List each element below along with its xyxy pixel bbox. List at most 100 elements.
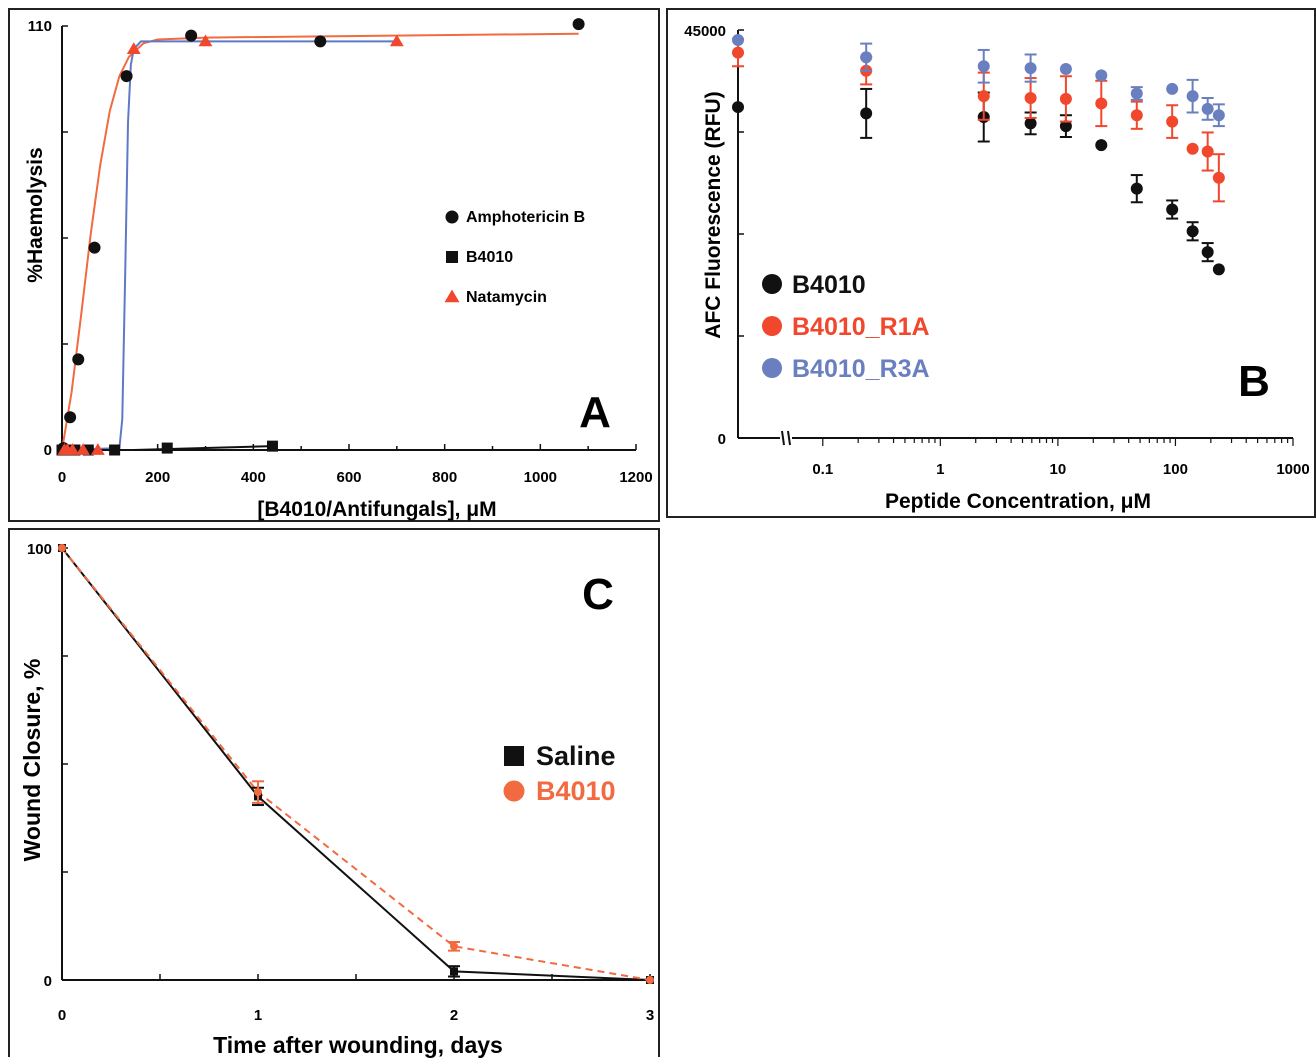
y-axis-title: Wound Closure, %	[19, 659, 45, 862]
panel-label: C	[582, 570, 614, 619]
data-point	[1059, 92, 1072, 105]
x-tick-label: 0.1	[812, 461, 833, 478]
axis-break-mark	[787, 430, 791, 446]
x-tick-label: 800	[432, 469, 457, 486]
y-axis-title: %Haemolysis	[24, 147, 47, 282]
data-point	[1059, 62, 1072, 75]
chart-panel-a: 0 110 0 200 400 600 800 1000 1200 [B4010/Antifung…	[8, 8, 660, 522]
data-point	[646, 976, 654, 984]
data-point	[1130, 87, 1143, 100]
y-tick-label: 0	[718, 431, 726, 448]
data-point	[266, 440, 278, 452]
data-point	[90, 443, 105, 455]
y-tick-label: 45000	[684, 23, 726, 40]
data-point	[72, 353, 85, 366]
data-point	[977, 90, 990, 103]
data-point	[1212, 109, 1225, 122]
data-point	[1024, 117, 1037, 130]
data-point	[58, 544, 66, 552]
data-point	[1059, 120, 1072, 133]
data-point	[1201, 102, 1214, 115]
data-point	[254, 788, 262, 797]
data-point	[1095, 69, 1108, 82]
data-point	[732, 101, 744, 114]
x-tick-label: 2	[450, 1007, 458, 1024]
x-tick-label: 1000	[524, 469, 557, 486]
data-point	[65, 443, 80, 455]
data-point	[82, 444, 94, 456]
legend-marker	[762, 358, 782, 378]
wound-closure-chart: 0 100 0 1 2 3 Time after wounding, days Wound C…	[19, 541, 654, 1058]
data-point	[1130, 109, 1143, 122]
legend-marker	[504, 746, 524, 766]
x-tick-label: 0	[58, 469, 66, 486]
data-point	[1095, 97, 1108, 110]
x-tick-label: 3	[646, 1007, 654, 1024]
legend-label: Amphotericin B	[466, 209, 585, 226]
legend-marker	[444, 289, 460, 303]
data-point	[860, 51, 873, 64]
data-point	[126, 42, 141, 54]
data-point	[1166, 203, 1179, 216]
y-tick-label: 110	[28, 18, 52, 35]
data-point	[732, 46, 744, 59]
legend-marker	[503, 780, 525, 802]
data-point	[860, 107, 873, 120]
data-point	[1212, 263, 1225, 276]
fit-curve	[61, 40, 397, 451]
x-tick-label: 0	[58, 1007, 66, 1024]
x-tick-label: 1	[254, 1007, 262, 1024]
chart-panel-b: 0 45000 0.1 1 10 100 1000 Peptide Concentration…	[666, 8, 1316, 518]
x-axis-title: Time after wounding, days	[213, 1032, 503, 1058]
chart-panel-c: 0 100 0 1 2 3 Time after wounding, days Wound C…	[8, 528, 660, 1058]
fit-curve	[61, 32, 579, 451]
series-line	[61, 547, 651, 981]
legend-marker	[445, 210, 459, 224]
data-point	[64, 411, 77, 424]
y-tick-label: 0	[44, 442, 52, 459]
x-tick-label: 100	[1163, 461, 1188, 478]
legend-label: B4010_R3A	[792, 355, 930, 383]
data-point	[198, 34, 213, 47]
data-point	[572, 18, 585, 31]
haemolysis-chart: 0 110 0 200 400 600 800 1000 1200 [B4010/Antifung…	[24, 18, 653, 521]
data-point	[1186, 90, 1199, 103]
x-tick-label: 200	[145, 469, 170, 486]
data-point	[185, 29, 198, 42]
data-point	[314, 35, 327, 48]
data-point	[1166, 82, 1179, 95]
data-point	[1212, 171, 1225, 184]
data-point	[1201, 246, 1214, 259]
x-tick-label: 1200	[619, 469, 652, 486]
data-point	[1186, 142, 1199, 155]
data-point	[1201, 145, 1214, 158]
x-tick-label: 10	[1050, 461, 1067, 478]
x-tick-label: 600	[336, 469, 361, 486]
data-point	[389, 34, 404, 47]
data-point	[1024, 92, 1037, 104]
series-line	[61, 547, 651, 981]
x-tick-label: 1	[936, 461, 944, 478]
legend-marker	[762, 316, 782, 336]
axis-break-mark	[781, 430, 785, 446]
fluorescence-chart: 0 45000 0.1 1 10 100 1000 Peptide Concentration…	[684, 23, 1309, 513]
y-axis-title: AFC Fluorescence (RFU)	[702, 91, 725, 338]
data-point	[977, 60, 990, 73]
data-point	[161, 442, 173, 454]
legend-label: B4010	[792, 271, 866, 299]
legend-label: Saline	[536, 741, 616, 771]
data-point	[120, 70, 133, 83]
x-tick-label: 400	[241, 469, 266, 486]
legend-label: B4010	[466, 249, 513, 266]
legend-label: B4010	[536, 776, 616, 806]
data-point	[732, 33, 744, 46]
panel-label: B	[1238, 357, 1270, 406]
y-tick-label: 100	[27, 541, 52, 558]
data-point	[1130, 182, 1143, 195]
legend-marker	[762, 274, 782, 294]
legend-marker	[446, 251, 458, 263]
data-point	[88, 241, 101, 254]
data-point	[1166, 115, 1179, 128]
x-tick-label: 1000	[1276, 461, 1309, 478]
data-point	[1186, 225, 1199, 238]
